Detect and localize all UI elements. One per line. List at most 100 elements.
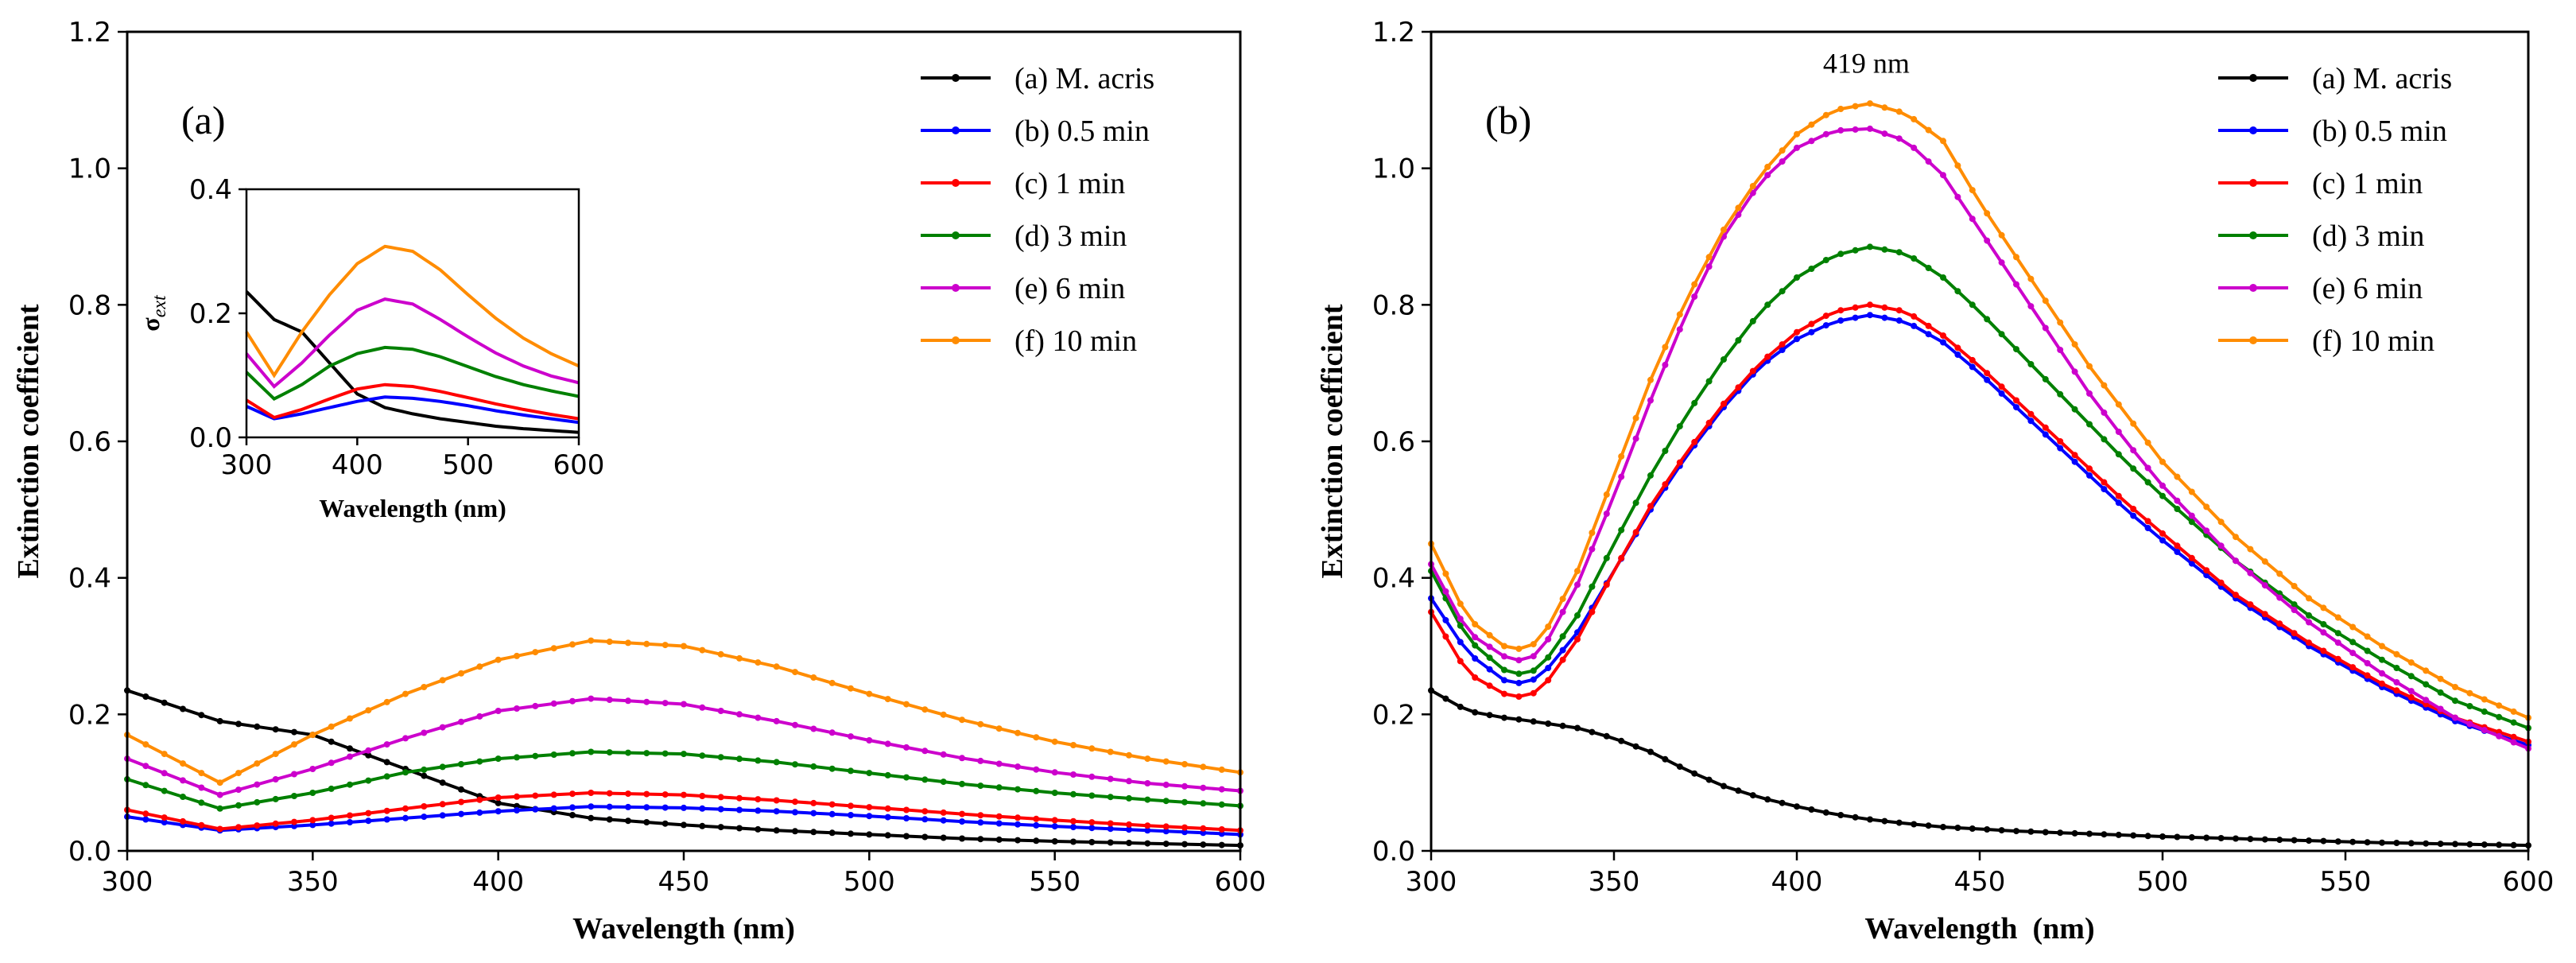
panel-a-point-e-6-min-50 [1051,769,1058,776]
panel-b-point-c-1-min-40 [2013,397,2019,404]
panel-a-point-c-1-min-50 [1051,817,1058,824]
panel-b-point-a-m-acris-39 [1998,827,2005,834]
panel-a-plot-frame [126,30,1242,852]
panel-a-point-b-0-5-min-40 [866,813,873,820]
panel-b-point-a-m-acris-15 [1647,748,1654,755]
panel-a-point-a-m-acris-59 [1218,841,1225,848]
panel-b-point-e-6-min-57 [2261,582,2268,589]
panel-b-point-f-10-min-65 [2379,643,2385,650]
panel-a-point-d-3-min-17 [439,763,446,771]
panel-a-point-c-1-min-20 [495,794,502,801]
panel-b-point-d-3-min-31 [1881,246,1888,253]
panel-a-point-d-3-min-20 [495,755,502,763]
panel-a-panel-label: (a) [181,98,226,142]
inset-y-axis-label-symbol: σ [136,317,165,332]
panel-b-point-d-3-min-16 [1662,448,1669,454]
panel-a-point-a-m-acris-9 [291,728,297,736]
panel-b-y-tick-label-1: 0.2 [1372,699,1415,731]
panel-a-point-c-1-min-8 [272,820,279,827]
panel-a-point-e-6-min-2 [161,770,168,777]
panel-b-point-f-10-min-13 [1618,452,1625,460]
panel-a-point-e-6-min-31 [699,704,706,711]
panel-b-point-c-1-min-56 [2247,601,2254,608]
panel-b-point-b-0-5-min-30 [1867,312,1873,319]
panel-a-point-f-10-min-41 [884,696,891,703]
panel-a-point-c-1-min-19 [476,796,483,803]
panel-b-series-line-a-m-acris [1430,689,2529,848]
panel-a-point-c-1-min-59 [1218,826,1225,833]
panel-b-point-d-3-min-4 [1486,654,1493,662]
panel-a-point-e-6-min-21 [514,705,520,712]
panel-a-point-f-10-min-26 [606,639,613,645]
panel-b-point-c-1-min-57 [2261,611,2268,618]
panel-b-point-e-6-min-60 [2306,619,2312,626]
panel-a-point-f-10-min-4 [198,770,205,777]
panel-b-point-a-m-acris-74 [2510,841,2517,848]
panel-a-point-c-1-min-40 [866,804,873,811]
panel-b-point-b-0-5-min-4 [1486,666,1493,673]
panel-b-point-f-10-min-44 [2071,341,2078,348]
panel-b-point-c-1-min-74 [2510,733,2517,740]
panel-b-point-f-10-min-16 [1662,344,1669,351]
panel-b-point-c-1-min-7 [1530,689,1537,697]
panel-a-point-a-m-acris-4 [198,712,205,719]
panel-b-point-f-10-min-36 [1954,162,1961,169]
panel-b-point-d-3-min-52 [2188,518,2195,526]
inset-series-line-e-6-min [245,297,580,389]
panel-a-x-ticks: 300 350 400 450 500 550 600 [102,851,1266,898]
panel-b-point-d-3-min-37 [1969,301,1976,309]
panel-a-point-f-10-min-1 [142,741,149,748]
panel-a-point-a-m-acris-58 [1200,841,1207,848]
panel-a-point-b-0-5-min-45 [959,818,965,825]
panel-a-point-a-m-acris-57 [1181,841,1188,848]
panel-b-point-d-3-min-7 [1530,667,1537,674]
panel-a-point-f-10-min-55 [1144,755,1151,763]
panel-b-point-f-10-min-61 [2320,604,2327,612]
panel-a-point-a-m-acris-46 [977,836,984,843]
panel-a-point-e-6-min-33 [736,711,743,718]
panel-b-point-b-0-5-min-44 [2071,458,2078,465]
panel-a-point-b-0-5-min-47 [995,820,1003,827]
panel-b-point-d-3-min-66 [2393,665,2400,671]
panel-b-point-c-1-min-3 [1472,674,1479,681]
panel-b-point-a-m-acris-8 [1545,720,1552,727]
panel-b-point-d-3-min-20 [1721,356,1727,363]
panel-a-point-d-3-min-5 [216,805,223,812]
panel-a-point-f-10-min-56 [1162,758,1170,765]
panel-a-point-e-6-min-10 [309,766,316,772]
panel-b-point-f-10-min-58 [2276,570,2283,577]
panel-a-point-a-m-acris-41 [884,832,891,839]
panel-b-point-d-3-min-41 [2027,361,2035,367]
panel-a-y-tick-label-1: 0.2 [68,699,111,731]
panel-a-point-d-3-min-48 [1014,786,1021,793]
panel-b-point-e-6-min-62 [2334,639,2341,647]
panel-a-point-a-m-acris-51 [1070,838,1077,845]
panel-b-point-a-m-acris-24 [1779,799,1786,806]
panel-b-point-f-10-min-11 [1589,530,1596,536]
panel-a-point-a-m-acris-38 [828,829,836,837]
panel-b-point-e-6-min-2 [1457,615,1464,623]
panel-a-x-tick-label-5: 550 [1029,866,1080,898]
panel-b-point-a-m-acris-26 [1808,806,1815,813]
panel-b-point-a-m-acris-46 [2101,831,2108,838]
panel-b-point-b-0-5-min-36 [1954,351,1961,358]
panel-a-point-a-m-acris-3 [180,705,186,713]
panel-a-point-a-m-acris-56 [1162,841,1170,848]
panel-a-y-tick-label-3: 0.6 [68,426,111,458]
panel-a-point-b-0-5-min-37 [810,810,817,817]
panel-b-point-a-m-acris-42 [2042,829,2049,836]
panel-a-point-a-m-acris-30 [681,821,687,829]
panel-b-legend-label-a-m-acris: (a) M. acris [2312,62,2452,95]
panel-b-point-d-3-min-26 [1808,266,1815,272]
panel-a-point-a-m-acris-8 [272,726,279,733]
panel-a-point-d-3-min-47 [995,784,1003,791]
panel-b-point-e-6-min-21 [1735,212,1742,218]
panel-b-point-e-6-min-18 [1691,293,1698,300]
panel-b-point-d-3-min-34 [1925,265,1932,271]
panel-b-point-d-3-min-32 [1895,249,1903,256]
panel-a-point-a-m-acris-18 [458,786,464,793]
panel-b-point-a-m-acris-70 [2452,841,2458,848]
panel-a-point-a-m-acris-7 [254,723,261,730]
panel-a-point-e-6-min-4 [198,784,205,791]
panel-b-point-c-1-min-29 [1852,304,1859,311]
